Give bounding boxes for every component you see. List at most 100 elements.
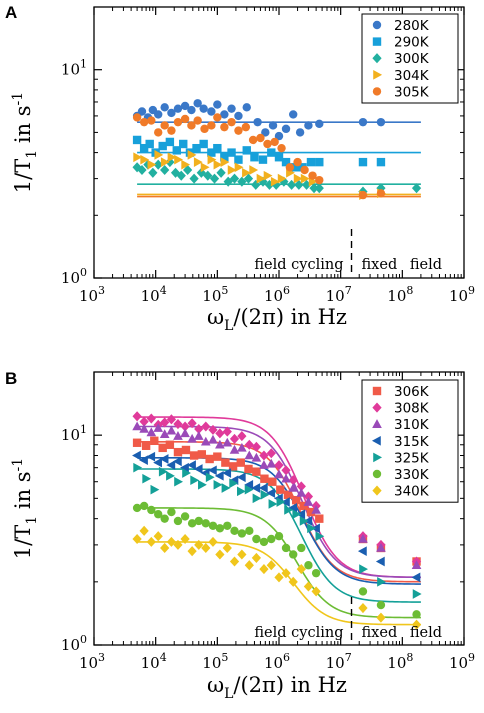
legend-marker-308K [372,402,382,413]
data-point-310K [132,421,142,431]
x-tick-exponent: 7 [345,284,352,297]
data-point-315K [193,464,203,474]
legend-label: 306K [394,384,430,400]
data-point-306K [181,445,191,455]
data-point-315K [159,454,169,464]
data-point-330K [267,534,276,544]
data-point-305K [293,157,302,167]
data-point-300K [189,173,199,184]
data-point-280K [160,103,169,112]
data-point-315K [244,479,254,490]
y-tick-exponent: 0 [80,266,87,279]
data-point-325K [260,489,270,500]
data-point-340K [215,549,225,560]
data-point-325K [166,471,175,481]
legend-marker-325K [373,452,383,463]
data-point-330K [173,516,183,526]
data-point-305K [256,133,265,143]
data-point-310K [166,425,177,435]
data-point-304K [300,173,310,184]
data-point-330K [245,526,254,536]
data-point-306K [197,450,207,459]
data-point-330K [167,507,176,517]
data-point-300K [203,170,213,181]
data-point-305K [167,126,176,135]
panel-letter: B [5,369,17,388]
data-point-330K [201,519,210,528]
x-tick-exponent: 9 [468,284,475,297]
data-point-325K [205,472,215,483]
data-point-325K [276,497,286,507]
legend-marker-330K [372,469,382,479]
data-point-304K [249,165,259,175]
data-point-280K [193,99,202,108]
y-label-subscript: 1 [24,516,40,525]
data-point-330K [281,543,291,553]
data-point-290K [258,155,268,164]
annotation-text: fixed field [362,625,443,641]
data-point-290K [199,139,208,149]
data-point-305K [263,139,272,149]
data-point-340K [311,586,321,597]
x-tick-exponent: 8 [406,651,413,664]
data-point-305K [220,122,229,132]
x-tick-exponent: 4 [160,651,167,664]
data-point-310K [180,428,190,438]
y-label-part: 1/T [11,525,35,559]
data-point-308K [187,418,197,429]
data-point-306K [132,438,142,447]
data-point-304K [193,157,203,167]
data-point-330K [132,503,142,513]
x-tick-base: 10 [326,287,345,305]
data-point-280K [180,101,190,111]
data-point-310K [296,487,307,497]
y-label-superscript: -1 [10,458,26,472]
legend-label: 300K [394,51,430,67]
data-point-340K [180,533,190,545]
data-point-315K [146,451,156,462]
x-label-subscript: L [224,318,233,334]
x-tick-base: 10 [387,287,406,305]
legend-marker-280K [372,20,382,30]
data-point-325K [190,475,200,486]
data-point-305K [234,126,243,135]
x-label-part: /(2π) in Hz [233,305,347,329]
data-point-304K [213,159,223,170]
data-point-325K [315,531,325,542]
data-point-305K [200,124,209,134]
data-point-330K [160,514,169,523]
data-point-290K [306,157,316,167]
data-point-280K [274,131,284,141]
data-point-290K [139,143,149,153]
data-point-340K [376,612,386,623]
data-point-330K [289,550,298,559]
x-tick-exponent: 9 [468,651,475,664]
data-point-308K [296,481,306,492]
data-point-308K [180,421,190,432]
data-point-280K [213,100,222,109]
data-point-305K [277,143,286,153]
data-point-306K [252,467,261,476]
data-point-308K [201,421,211,432]
y-label-superscript: -1 [10,92,26,106]
x-tick-exponent: 3 [98,284,105,297]
data-point-304K [147,159,157,170]
y-tick-label: 100 [61,633,87,654]
data-point-325K [268,499,278,509]
data-point-340K [251,552,262,563]
data-point-290K [234,155,243,164]
data-point-305K [207,121,216,130]
data-point-340K [222,542,232,554]
data-point-325K [229,478,239,489]
data-point-304K [207,154,217,165]
data-point-330K [215,524,225,533]
y-tick-label: 101 [61,423,87,444]
data-point-308K [303,491,314,502]
y-label-part: in s [11,105,35,149]
data-point-305K [300,165,309,175]
data-point-308K [160,417,170,428]
data-point-305K [173,117,183,127]
legend-marker-340K [372,485,382,496]
data-point-315K [288,503,297,513]
